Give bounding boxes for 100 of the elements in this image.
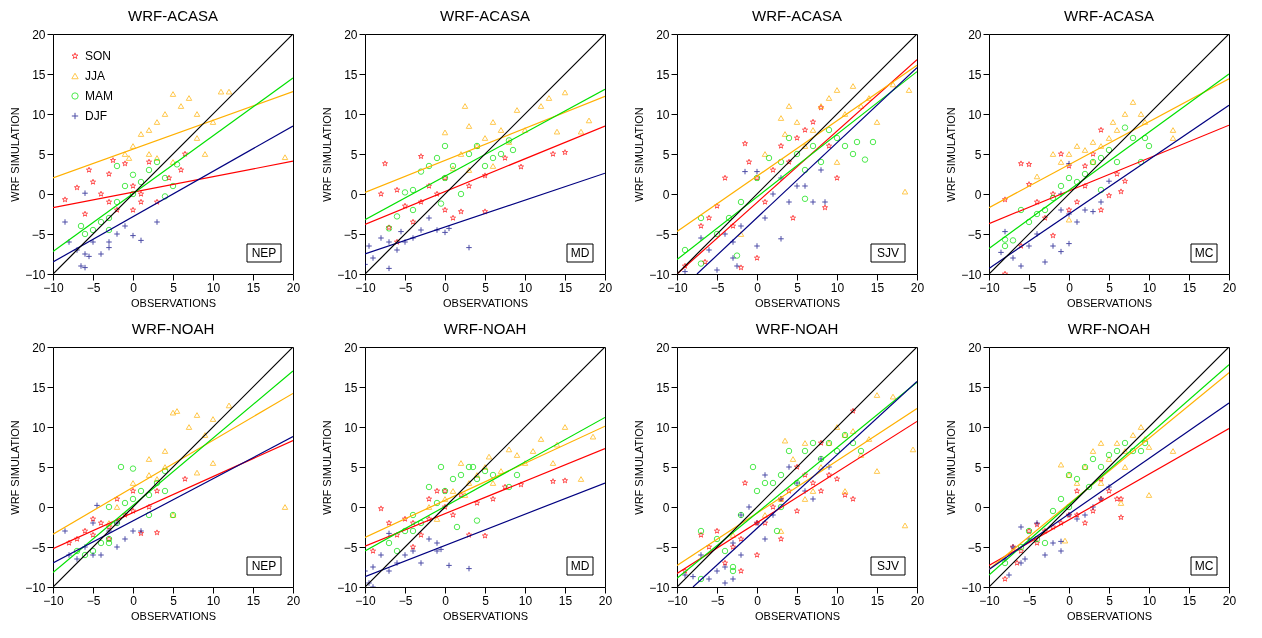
x-axis-title: OBSERVATIONS bbox=[131, 296, 216, 309]
point bbox=[817, 464, 825, 470]
y-tick-label: −5 bbox=[967, 227, 982, 242]
point bbox=[1001, 196, 1009, 203]
point bbox=[185, 424, 193, 430]
point bbox=[417, 559, 425, 567]
point bbox=[501, 483, 509, 490]
point bbox=[465, 150, 473, 158]
point bbox=[1081, 519, 1089, 526]
point bbox=[137, 487, 145, 495]
point bbox=[773, 527, 781, 535]
point bbox=[1089, 507, 1097, 514]
point bbox=[465, 244, 473, 251]
point bbox=[1017, 559, 1025, 567]
point bbox=[441, 229, 449, 236]
point bbox=[681, 268, 689, 274]
point bbox=[713, 567, 721, 575]
point bbox=[445, 225, 453, 232]
point bbox=[1049, 507, 1057, 515]
point bbox=[681, 262, 689, 269]
point bbox=[545, 95, 553, 101]
point bbox=[1065, 240, 1073, 247]
point bbox=[1017, 262, 1025, 270]
point bbox=[1001, 242, 1009, 250]
x-axis-title: OBSERVATIONS bbox=[1067, 296, 1152, 309]
point bbox=[121, 511, 129, 518]
y-axis-title: WRF SIMULATION bbox=[9, 420, 22, 515]
point bbox=[777, 471, 785, 479]
point bbox=[169, 91, 177, 97]
x-axis-title: OBSERVATIONS bbox=[755, 609, 840, 622]
point bbox=[509, 146, 517, 154]
point bbox=[381, 160, 389, 167]
point bbox=[1145, 142, 1153, 150]
point bbox=[1057, 150, 1065, 157]
point bbox=[193, 135, 201, 141]
point bbox=[1113, 440, 1121, 446]
point bbox=[1137, 447, 1145, 455]
point bbox=[1005, 571, 1013, 579]
point bbox=[729, 567, 737, 575]
point bbox=[849, 495, 857, 502]
point bbox=[89, 238, 97, 246]
point bbox=[1073, 143, 1081, 149]
y-tick-label: 10 bbox=[968, 107, 982, 122]
point bbox=[1105, 456, 1113, 462]
point bbox=[161, 487, 169, 495]
point bbox=[793, 182, 801, 190]
point bbox=[809, 479, 817, 486]
point bbox=[137, 190, 145, 197]
x-tick-label: 10 bbox=[1142, 593, 1157, 608]
point bbox=[745, 158, 753, 165]
point bbox=[697, 214, 705, 222]
y-tick-label: −5 bbox=[343, 227, 358, 242]
point bbox=[489, 154, 497, 162]
y-tick-label: −10 bbox=[649, 580, 670, 595]
point bbox=[153, 487, 161, 494]
point bbox=[369, 563, 377, 571]
y-tick-label: 10 bbox=[32, 107, 46, 122]
point bbox=[753, 242, 761, 250]
point bbox=[1117, 188, 1125, 195]
point bbox=[1097, 126, 1105, 133]
point bbox=[393, 213, 401, 220]
x-tick-label: 20 bbox=[910, 593, 925, 608]
point bbox=[401, 238, 409, 246]
point bbox=[1105, 487, 1113, 494]
point bbox=[753, 487, 761, 495]
point bbox=[1089, 208, 1097, 215]
point bbox=[129, 487, 137, 494]
y-tick-label: 0 bbox=[38, 500, 46, 515]
point bbox=[401, 515, 409, 522]
point bbox=[869, 138, 877, 146]
point bbox=[873, 392, 881, 398]
point bbox=[1073, 487, 1081, 494]
point bbox=[761, 471, 769, 479]
point bbox=[409, 547, 417, 555]
point bbox=[137, 131, 145, 137]
point bbox=[401, 189, 409, 196]
y-tick-label: 20 bbox=[32, 27, 46, 42]
point bbox=[1113, 495, 1121, 502]
annotation: MC bbox=[1194, 246, 1214, 260]
y-tick-label: 5 bbox=[350, 147, 358, 162]
point bbox=[1117, 500, 1125, 506]
point bbox=[849, 83, 857, 89]
point bbox=[393, 531, 401, 538]
x-tick-label: 0 bbox=[442, 280, 450, 295]
point bbox=[97, 218, 105, 226]
point bbox=[721, 174, 729, 181]
point bbox=[393, 246, 401, 254]
point bbox=[185, 95, 193, 101]
point bbox=[1081, 162, 1089, 169]
y-axis-title: WRF SIMULATION bbox=[633, 107, 646, 202]
point bbox=[1057, 182, 1065, 190]
point bbox=[729, 238, 737, 246]
point bbox=[1109, 119, 1117, 125]
y-tick-label: 10 bbox=[32, 420, 46, 435]
point bbox=[753, 551, 761, 558]
point bbox=[697, 527, 705, 535]
point bbox=[153, 155, 161, 161]
point bbox=[377, 505, 385, 512]
point bbox=[857, 447, 865, 455]
point bbox=[769, 503, 777, 510]
